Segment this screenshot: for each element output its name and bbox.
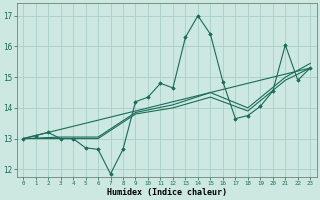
X-axis label: Humidex (Indice chaleur): Humidex (Indice chaleur)	[107, 188, 227, 197]
